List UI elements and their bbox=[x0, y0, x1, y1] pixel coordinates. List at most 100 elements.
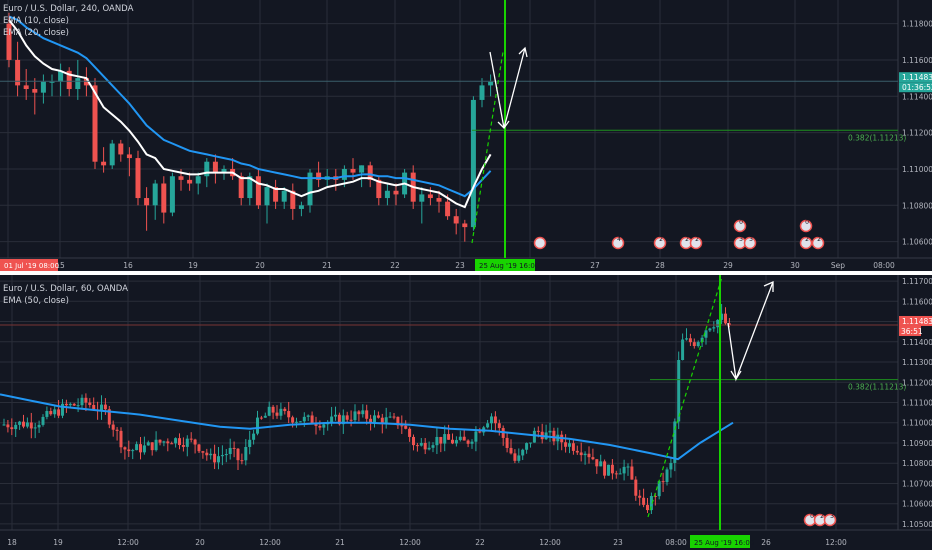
price-axis-label: 1.11100 bbox=[902, 399, 932, 408]
economic-event-icon bbox=[811, 236, 825, 250]
candle-body bbox=[431, 445, 435, 448]
time-axis-label: 12:00 bbox=[259, 538, 281, 547]
candle-body bbox=[677, 359, 681, 422]
candle-body bbox=[427, 447, 431, 450]
price-axis-label: 1.11000 bbox=[902, 165, 932, 174]
candle-body bbox=[103, 404, 107, 410]
candle-body bbox=[185, 438, 189, 447]
time-axis-label: 26 bbox=[761, 538, 771, 547]
candle-body bbox=[76, 405, 80, 407]
candle-body bbox=[127, 449, 131, 452]
candle-body bbox=[470, 441, 474, 444]
candle-body bbox=[376, 179, 382, 199]
candle-body bbox=[197, 444, 201, 452]
candle-body bbox=[423, 442, 427, 450]
candle-body bbox=[384, 417, 388, 425]
candle-body bbox=[2, 424, 6, 426]
candle-body bbox=[614, 473, 618, 475]
time-axis-label: 30 bbox=[790, 261, 800, 270]
candle-body bbox=[307, 172, 313, 206]
candle-body bbox=[451, 439, 454, 444]
time-axis-label: Sep bbox=[831, 261, 845, 270]
top-legend-ema20[interactable]: EMA (20, close) bbox=[3, 28, 69, 38]
candle-body bbox=[610, 464, 614, 474]
candle-body bbox=[217, 456, 220, 463]
candle-body bbox=[66, 70, 72, 90]
time-axis-label: 19 bbox=[53, 538, 63, 547]
bottom-legend-ema50[interactable]: EMA (50, close) bbox=[3, 296, 69, 306]
top-legend-ema10[interactable]: EMA (10, close) bbox=[3, 16, 69, 26]
candle-body bbox=[341, 168, 347, 180]
candle-body bbox=[275, 412, 279, 416]
candle-body bbox=[100, 404, 103, 412]
candle-body bbox=[380, 417, 384, 425]
candle-body bbox=[126, 154, 132, 159]
candle-body bbox=[349, 419, 353, 421]
candle-body bbox=[101, 161, 107, 166]
candle-body bbox=[353, 411, 357, 421]
candle-body bbox=[178, 176, 184, 180]
candle-body bbox=[248, 439, 252, 448]
candle-body bbox=[521, 449, 525, 456]
candle-body bbox=[318, 425, 322, 428]
candle-body bbox=[83, 78, 89, 86]
candle-body bbox=[716, 319, 720, 328]
arrow-head bbox=[730, 370, 742, 381]
ema50-line bbox=[0, 393, 734, 461]
candle-body bbox=[373, 415, 376, 423]
candle-body bbox=[92, 85, 98, 162]
candle-body bbox=[178, 438, 181, 446]
candle-body bbox=[295, 421, 298, 423]
time-axis-label: 08:00 bbox=[873, 261, 895, 270]
candle-body bbox=[369, 418, 373, 423]
candle-body bbox=[453, 216, 459, 224]
candle-body bbox=[109, 143, 115, 166]
price-axis-label: 1.11800 bbox=[902, 20, 932, 29]
candle-body bbox=[193, 439, 197, 445]
candle-body bbox=[15, 59, 21, 86]
candle-body bbox=[40, 81, 46, 93]
candle-body bbox=[45, 411, 49, 417]
candle-body bbox=[443, 434, 447, 444]
candle-body bbox=[388, 416, 392, 418]
candle-body bbox=[454, 440, 458, 444]
time-axis-label: 22 bbox=[390, 261, 400, 270]
arrow-head bbox=[518, 46, 528, 58]
candle-body bbox=[33, 427, 37, 429]
candle-body bbox=[466, 440, 470, 444]
economic-event-icon bbox=[533, 236, 547, 250]
economic-event-icon bbox=[653, 236, 667, 250]
candle-body bbox=[142, 445, 146, 453]
price-axis-label: 1.11600 bbox=[902, 297, 932, 306]
candle-body bbox=[291, 417, 295, 423]
candle-body bbox=[252, 433, 256, 440]
candle-body bbox=[626, 466, 630, 468]
candle-body bbox=[119, 430, 123, 448]
price-axis-label: 1.11200 bbox=[902, 129, 932, 138]
pane-divider[interactable] bbox=[0, 271, 932, 275]
candle-body bbox=[337, 414, 341, 425]
candle-body bbox=[392, 416, 396, 418]
candle-body bbox=[174, 438, 178, 444]
candle-body bbox=[579, 452, 583, 456]
price-axis-label: 1.10800 bbox=[902, 201, 932, 210]
candle-body bbox=[209, 453, 213, 456]
time-axis-label: 20 bbox=[195, 538, 205, 547]
candle-body bbox=[367, 165, 373, 180]
candle-body bbox=[685, 338, 688, 340]
economic-event-icon bbox=[733, 219, 747, 233]
candle-body bbox=[115, 429, 119, 431]
time-axis-label: 20 bbox=[255, 261, 265, 270]
countdown-value: 01:36:52 bbox=[902, 83, 932, 92]
candle-body bbox=[436, 198, 442, 202]
bottom-chart-pane[interactable]: 0.382(1.11213)0 2 31.116001.113001.112001.… bbox=[0, 275, 932, 550]
candle-body bbox=[681, 339, 685, 360]
top-chart-title: Euro / U.S. Dollar, 240, OANDA bbox=[3, 4, 134, 14]
candle-body bbox=[88, 402, 92, 405]
last-price-value: 1.11483 bbox=[902, 317, 932, 326]
top-chart-pane[interactable]: 0.382(1.11213)4 2 2 203 302 21.118001.116001.… bbox=[0, 0, 932, 271]
candle-body bbox=[575, 450, 579, 453]
candle-body bbox=[359, 165, 365, 173]
candle-body bbox=[41, 416, 45, 425]
